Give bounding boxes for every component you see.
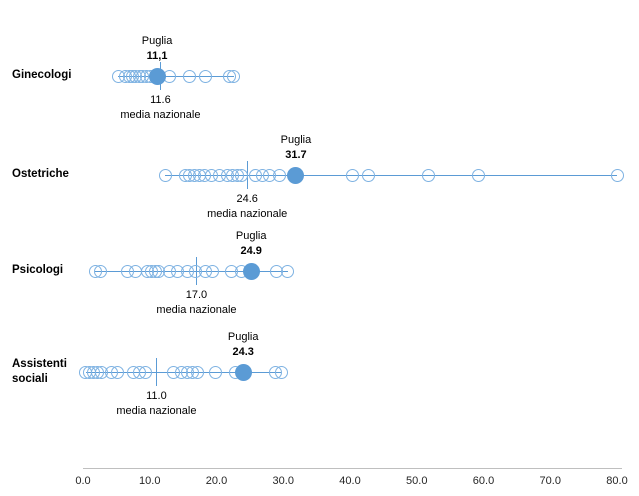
- mean-value: 24.6: [236, 193, 258, 205]
- puglia-label: Puglia 31.7: [231, 133, 361, 163]
- data-point-circle: [273, 168, 287, 182]
- puglia-point: [234, 363, 252, 381]
- whisker-line: [165, 174, 617, 176]
- puglia-name: Puglia: [141, 35, 173, 47]
- x-axis-tick-label: 70.0: [539, 475, 561, 487]
- data-point-circle: [139, 365, 153, 379]
- data-point-circle: [93, 264, 107, 278]
- data-point-circle: [158, 168, 172, 182]
- puglia-label: Puglia 24.9: [186, 229, 316, 259]
- x-axis-tick-label: 20.0: [205, 475, 228, 487]
- puglia-point: [148, 67, 166, 85]
- data-point-circle: [208, 365, 222, 379]
- mean-name: media nazionale: [116, 405, 197, 417]
- mean-name: media nazionale: [207, 208, 288, 220]
- data-point-circle: [421, 168, 435, 182]
- mean-value: 11.6: [150, 94, 171, 106]
- data-point-circle: [610, 168, 624, 182]
- mean-label: 24.6 media nazionale: [182, 192, 312, 222]
- puglia-value: 24.3: [232, 346, 254, 358]
- mean-value: 11.0: [146, 390, 167, 402]
- puglia-name: Puglia: [280, 134, 312, 146]
- data-point-circle: [274, 365, 288, 379]
- data-point-circle: [198, 69, 212, 83]
- data-point-circle: [345, 168, 359, 182]
- data-point-circle: [128, 264, 142, 278]
- data-point-circle: [111, 365, 125, 379]
- puglia-name: Puglia: [227, 331, 259, 343]
- puglia-point: [242, 262, 260, 280]
- data-point-circle: [205, 264, 219, 278]
- data-point-circle: [183, 69, 197, 83]
- category-label: Assistenti sociali: [12, 358, 67, 385]
- category-label: Ginecologi: [12, 69, 72, 81]
- puglia-point: [287, 166, 305, 184]
- whisker-line: [118, 75, 234, 77]
- x-axis-line: [83, 468, 622, 469]
- puglia-label: Puglia 11,1: [92, 34, 222, 64]
- mean-tick: [155, 358, 157, 386]
- x-axis-tick-label: 10.0: [139, 475, 161, 487]
- puglia-value: 24.9: [240, 245, 262, 257]
- puglia-label: Puglia 24.3: [178, 330, 308, 360]
- data-point-circle: [191, 365, 205, 379]
- x-axis-tick-label: 0.0: [75, 475, 91, 487]
- mean-name: media nazionale: [156, 304, 237, 316]
- x-axis-tick-label: 60.0: [472, 475, 495, 487]
- x-axis-tick-label: 30.0: [272, 475, 294, 487]
- mean-label: 11.0 media nazionale: [91, 389, 221, 419]
- data-point-circle: [234, 168, 248, 182]
- x-axis-tick-label: 40.0: [339, 475, 361, 487]
- data-point-circle: [281, 264, 295, 278]
- data-point-circle: [472, 168, 486, 182]
- x-axis-tick-label: 80.0: [606, 475, 628, 487]
- category-label: Ostetriche: [12, 168, 69, 180]
- x-axis-tick-label: 50.0: [406, 475, 428, 487]
- mean-label: 17.0 media nazionale: [131, 288, 261, 318]
- data-point-circle: [361, 168, 375, 182]
- puglia-value: 31.7: [285, 149, 307, 161]
- mean-label: 11.6 media nazionale: [95, 93, 225, 123]
- mean-name: media nazionale: [120, 109, 201, 121]
- puglia-name: Puglia: [235, 230, 267, 242]
- data-point-circle: [227, 69, 241, 83]
- mean-value: 17.0: [185, 289, 208, 301]
- category-label: Psicologi: [12, 264, 64, 276]
- puglia-value: 11,1: [146, 50, 168, 62]
